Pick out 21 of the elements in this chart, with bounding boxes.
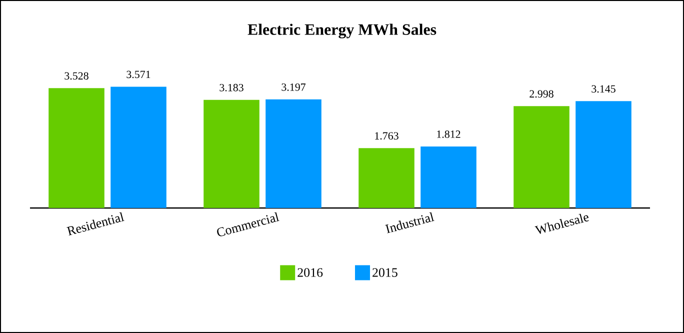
bar: [576, 101, 632, 208]
legend-label: 2016: [298, 268, 323, 277]
data-label: 3.571: [126, 70, 150, 78]
data-label: 1.763: [375, 132, 398, 140]
legend-label: 2015: [372, 268, 398, 277]
x-tick-label: Wholesale: [534, 214, 589, 234]
bar: [266, 99, 322, 208]
bar: [358, 148, 414, 208]
chart-title: Electric Energy MWh Sales: [248, 24, 436, 38]
bar: [420, 146, 476, 208]
x-tick-label: Industrial: [385, 212, 434, 234]
bar: [48, 88, 104, 208]
bar: [110, 86, 166, 208]
data-label: 2.998: [530, 90, 554, 98]
data-label: 3.183: [220, 84, 244, 92]
data-label: 3.145: [592, 85, 616, 93]
bar: [514, 106, 570, 208]
data-label: 3.528: [64, 72, 88, 80]
data-label: 3.197: [282, 83, 306, 91]
bar: [204, 100, 260, 208]
data-label: 1.812: [437, 130, 460, 138]
